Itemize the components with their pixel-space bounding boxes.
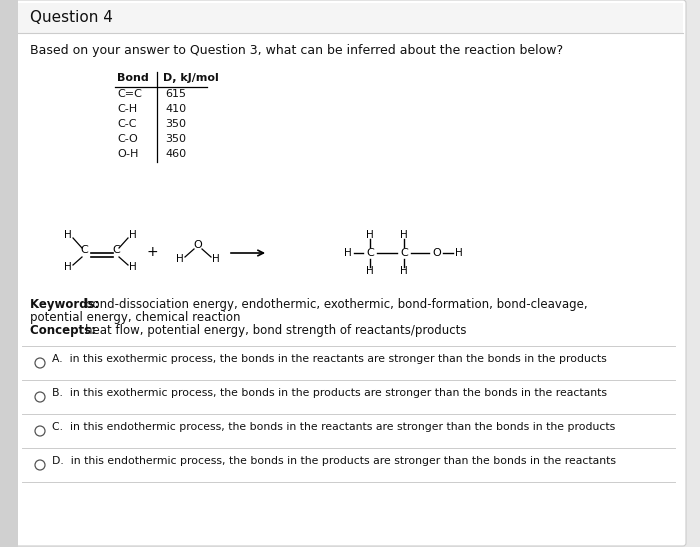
Text: C: C <box>80 245 88 255</box>
Text: C: C <box>112 245 120 255</box>
Text: Keywords:: Keywords: <box>30 298 104 311</box>
FancyArrowPatch shape <box>231 250 263 256</box>
Text: bond-dissociation energy, endothermic, exothermic, bond-formation, bond-cleavage: bond-dissociation energy, endothermic, e… <box>85 298 587 311</box>
FancyBboxPatch shape <box>15 0 686 546</box>
Text: H: H <box>366 266 374 276</box>
Text: A.  in this exothermic process, the bonds in the reactants are stronger than the: A. in this exothermic process, the bonds… <box>52 354 607 364</box>
Text: C=C: C=C <box>117 89 142 99</box>
Circle shape <box>35 358 45 368</box>
Text: H: H <box>129 230 137 240</box>
Bar <box>0 0 18 547</box>
Text: +: + <box>146 245 158 259</box>
Text: H: H <box>455 248 463 258</box>
Text: O: O <box>194 240 202 250</box>
Text: H: H <box>366 230 374 240</box>
Text: H: H <box>212 254 220 264</box>
Text: C.  in this endothermic process, the bonds in the reactants are stronger than th: C. in this endothermic process, the bond… <box>52 422 615 432</box>
Text: O: O <box>433 248 442 258</box>
Text: C: C <box>366 248 374 258</box>
Text: D, kJ/mol: D, kJ/mol <box>163 73 218 83</box>
Text: H: H <box>64 230 72 240</box>
Bar <box>18 3 683 33</box>
Text: 615: 615 <box>165 89 186 99</box>
Text: C-O: C-O <box>117 134 138 144</box>
Text: H: H <box>64 262 72 272</box>
Text: 460: 460 <box>165 149 186 159</box>
Circle shape <box>35 426 45 436</box>
Text: H: H <box>400 266 408 276</box>
Text: Based on your answer to Question 3, what can be inferred about the reaction belo: Based on your answer to Question 3, what… <box>30 44 563 57</box>
Text: Question 4: Question 4 <box>30 10 113 25</box>
Text: 350: 350 <box>165 119 186 129</box>
Text: heat flow, potential energy, bond strength of reactants/products: heat flow, potential energy, bond streng… <box>85 324 466 337</box>
Text: O-H: O-H <box>117 149 139 159</box>
Text: H: H <box>344 248 352 258</box>
Text: C-C: C-C <box>117 119 136 129</box>
Text: 410: 410 <box>165 104 186 114</box>
Text: B.  in this exothermic process, the bonds in the products are stronger than the : B. in this exothermic process, the bonds… <box>52 388 607 398</box>
Circle shape <box>35 392 45 402</box>
Text: H: H <box>176 254 184 264</box>
Text: H: H <box>400 230 408 240</box>
Text: 350: 350 <box>165 134 186 144</box>
Text: Bond: Bond <box>117 73 148 83</box>
Text: C-H: C-H <box>117 104 137 114</box>
Text: D.  in this endothermic process, the bonds in the products are stronger than the: D. in this endothermic process, the bond… <box>52 456 616 466</box>
Text: H: H <box>129 262 137 272</box>
Text: Concepts:: Concepts: <box>30 324 100 337</box>
Text: potential energy, chemical reaction: potential energy, chemical reaction <box>30 311 241 324</box>
Text: C: C <box>400 248 408 258</box>
Circle shape <box>35 460 45 470</box>
